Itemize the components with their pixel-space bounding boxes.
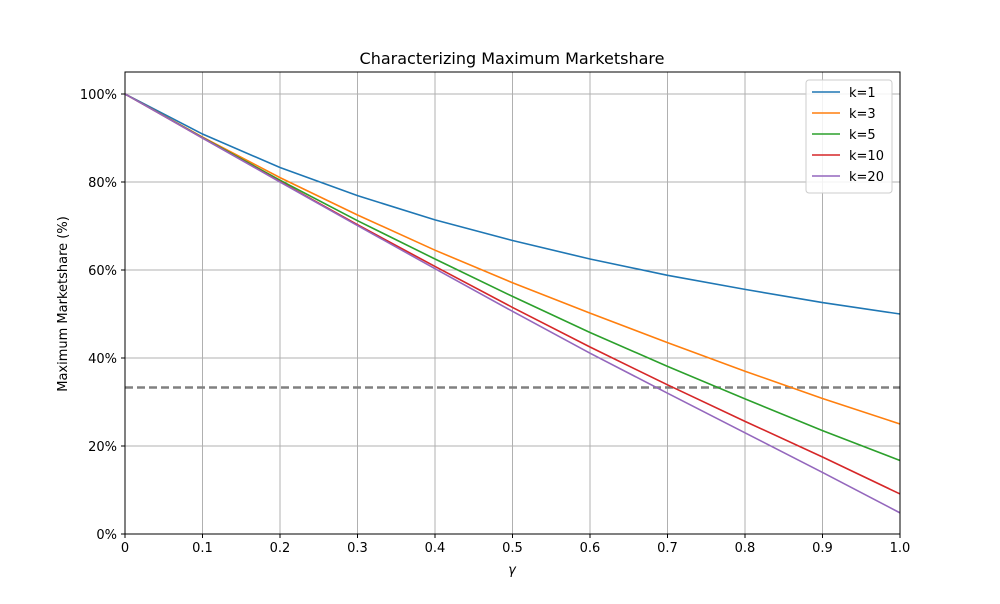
y-tick-label: 20% (88, 440, 117, 455)
y-tick-label: 0% (96, 528, 117, 543)
x-tick-label: 0.1 (192, 541, 213, 556)
series-line-k-3 (124, 93, 901, 425)
x-tick-label: 0.5 (502, 541, 523, 556)
y-axis-label: Maximum Marketshare (%) (56, 216, 71, 392)
y-tick-label: 80% (88, 176, 117, 191)
chart-title: Characterizing Maximum Marketshare (360, 49, 665, 68)
x-tick-label: 0.2 (270, 541, 291, 556)
series-line-k-20 (124, 93, 901, 514)
grid (124, 72, 901, 535)
legend-label: k=5 (849, 128, 876, 143)
x-tick-label: 0.8 (735, 541, 756, 556)
x-tick-label: 1.0 (890, 541, 911, 556)
y-tick-label: 40% (88, 352, 117, 367)
x-tick-label: 0.7 (657, 541, 678, 556)
legend-label: k=3 (849, 107, 876, 122)
tick-layer: 0 0.1 0.2 0.3 0.4 0.5 0.6 0.7 0.8 0.9 1.0 0% 20% 40% 6… (80, 88, 911, 556)
series-line-k-5 (124, 93, 901, 462)
legend-box (805, 79, 893, 194)
legend-label: k=10 (849, 149, 884, 164)
y-tick-label: 100% (80, 88, 117, 103)
y-tick-label: 60% (88, 264, 117, 279)
legend: k=1 k=3 k=5 k=10 k=20 (805, 79, 893, 194)
legend-label: k=20 (849, 170, 884, 185)
x-axis-label: γ (508, 563, 517, 578)
x-tick-label: 0 (121, 541, 129, 556)
x-tick-label: 0.3 (347, 541, 368, 556)
x-tick-label: 0.9 (812, 541, 833, 556)
legend-label: k=1 (849, 86, 876, 101)
series-layer (124, 93, 901, 514)
x-tick-label: 0.6 (580, 541, 601, 556)
x-tick-label: 0.4 (425, 541, 446, 556)
series-line-k-1 (124, 93, 901, 315)
